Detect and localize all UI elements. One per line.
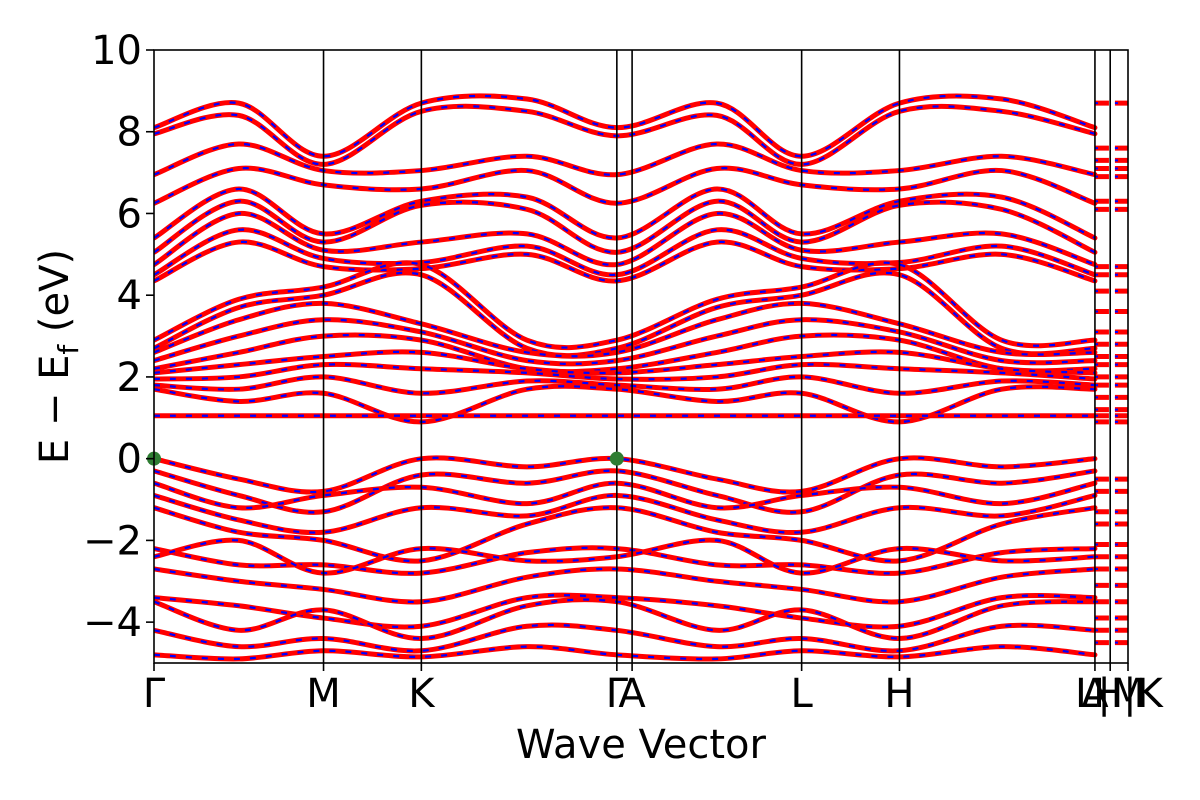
y-axis-title: E − Ef (eV)	[32, 249, 85, 464]
y-tick-label-6: −2	[83, 518, 142, 564]
x-tick-label-7: A	[1081, 671, 1109, 717]
band-line-red-2	[154, 141, 1098, 178]
y-tick-label-2: 6	[117, 191, 142, 237]
y-tick-label-5: 0	[117, 437, 142, 483]
band-line-blue-2	[154, 142, 1096, 176]
x-tick-label-1: M	[306, 671, 341, 717]
band-line-blue-7	[154, 228, 1096, 276]
x-tick-label-2: K	[408, 671, 436, 717]
y-axis-title-subscript: f	[52, 344, 85, 355]
band-line-blue-20	[154, 469, 1096, 514]
band-line-red-19	[154, 455, 1098, 495]
axes-frame	[153, 49, 1129, 664]
y-tick-label-7: −4	[83, 600, 142, 646]
band-line-blue-6	[154, 212, 1096, 266]
band-line-blue-4	[154, 187, 1096, 240]
band-line-red-29	[154, 622, 1098, 654]
y-axis-title-unit: (eV)	[32, 249, 78, 345]
band-line-red-1	[154, 103, 1098, 167]
band-line-red-30	[154, 644, 1098, 662]
y-tick-label-0: 10	[91, 28, 142, 74]
bands-group	[154, 93, 1128, 662]
y-tick-label-3: 4	[117, 273, 142, 319]
vbm-marker-1	[609, 451, 624, 466]
band-line-blue-25	[154, 538, 1095, 575]
band-line-red-5	[154, 198, 1098, 255]
x-axis-title: Wave Vector	[516, 722, 767, 768]
y-tick-label-1: 8	[117, 110, 142, 156]
band-line-blue-10	[154, 271, 1095, 357]
band-line-blue-5	[154, 200, 1096, 254]
y-tick-label-4: 2	[117, 355, 142, 401]
x-tick-label-6: H	[884, 671, 914, 717]
band-line-blue-9	[154, 261, 1095, 349]
x-tick-label-8: L|M	[1075, 671, 1145, 717]
x-tick-label-5: L	[790, 671, 813, 717]
x-tick-label-0: Γ	[143, 671, 166, 717]
band-line-blue-0	[154, 94, 1096, 158]
x-tick-label-3: Γ	[606, 671, 629, 717]
x-tick-label-4: A	[618, 671, 646, 717]
y-axis-title-main: E − E	[32, 355, 78, 465]
band-line-blue-11	[154, 302, 1095, 358]
x-tick-label-9: H|K	[1093, 671, 1165, 717]
